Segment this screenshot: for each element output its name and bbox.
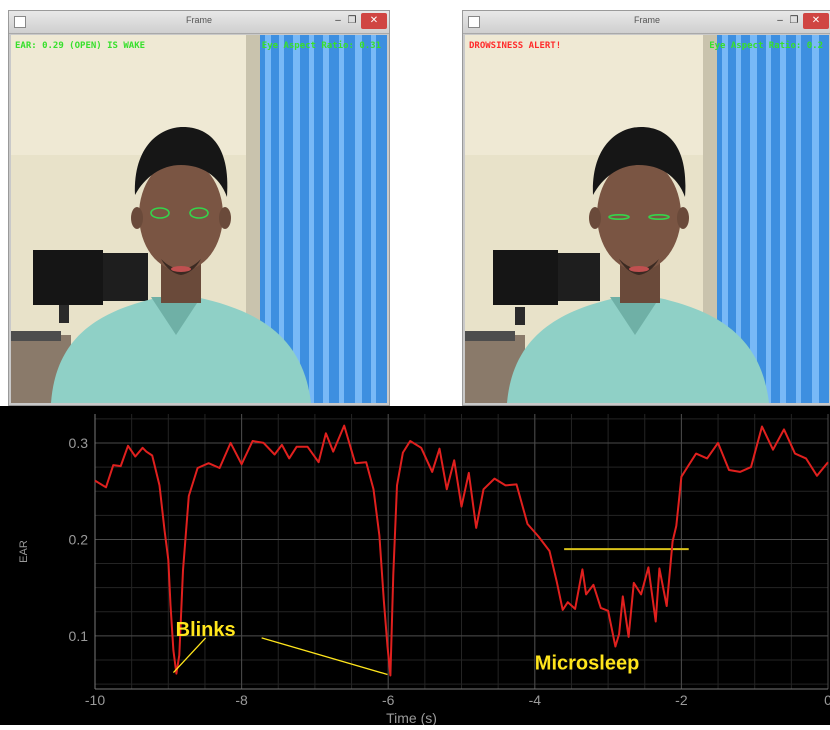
x-tick-label: 0 <box>824 692 830 708</box>
y-axis-label: EAR <box>18 540 30 563</box>
microsleep-annotation: Microsleep <box>535 653 639 675</box>
blinks-annotation: Blinks <box>176 619 236 641</box>
right-eye-contour <box>648 214 670 221</box>
maximize-button[interactable]: ❐ <box>347 15 357 26</box>
status-text: EAR: 0.29 (OPEN) IS WAKE <box>15 41 146 51</box>
webcam-image <box>11 35 387 403</box>
y-tick-label: 0.2 <box>69 531 89 547</box>
minimize-button[interactable]: – <box>335 15 341 26</box>
x-axis-label: Time (s) <box>386 710 437 725</box>
window-title: Frame <box>185 15 212 25</box>
x-tick-label: -6 <box>382 692 395 708</box>
ear-chart-panel: -10 -8 -6 -4 -2 0 0.1 0.2 0.3 Time (s) EAR Blinks M… <box>0 406 830 726</box>
webcam-frame: EAR: 0.29 (OPEN) IS WAKE Eye Aspect Rati… <box>11 35 387 403</box>
close-button[interactable]: ✕ <box>803 13 829 29</box>
ear-series-line <box>94 424 829 677</box>
y-tick-label: 0.1 <box>69 628 89 644</box>
alert-text: DROWSINESS ALERT! <box>469 41 562 51</box>
left-eye-contour <box>150 207 170 219</box>
ear-line-chart: -10 -8 -6 -4 -2 0 0.1 0.2 0.3 Time (s) EAR Blinks M… <box>18 414 830 726</box>
blink-pointer-line <box>172 637 207 674</box>
close-button[interactable]: ✕ <box>361 13 387 29</box>
minimize-button[interactable]: – <box>777 15 783 26</box>
webcam-image <box>465 35 829 403</box>
left-eye-contour <box>608 214 630 221</box>
x-tick-label: -10 <box>85 692 105 708</box>
ear-readout: Eye Aspect Ratio: 0.31 <box>261 41 381 51</box>
x-tick-label: -8 <box>235 692 248 708</box>
app-icon <box>14 16 26 28</box>
ear-readout: Eye Aspect Ratio: 0.2 <box>709 41 823 51</box>
maximize-button[interactable]: ❐ <box>789 15 799 26</box>
window-title: Frame <box>633 15 660 25</box>
window-titlebar[interactable]: Frame – ❐ ✕ <box>463 11 830 34</box>
y-tick-label: 0.3 <box>69 435 89 451</box>
webcam-frame: DROWSINESS ALERT! Eye Aspect Ratio: 0.2 <box>465 35 829 403</box>
x-tick-label: -4 <box>529 692 542 708</box>
x-tick-label: -2 <box>675 692 688 708</box>
video-window-awake: Frame – ❐ ✕ <box>8 10 390 406</box>
app-icon <box>468 16 480 28</box>
window-titlebar[interactable]: Frame – ❐ ✕ <box>9 11 389 34</box>
right-eye-contour <box>189 207 209 219</box>
video-window-alert: Frame – ❐ ✕ <box>462 10 830 406</box>
blink-pointer-line <box>261 637 388 676</box>
